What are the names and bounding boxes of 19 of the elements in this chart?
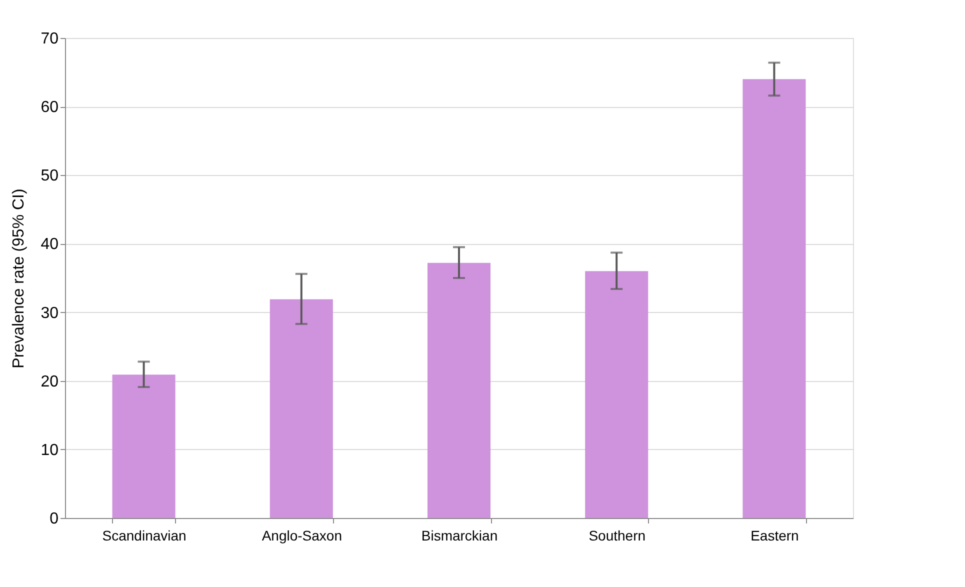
y-tick-label: 40 (40, 236, 59, 254)
bar (742, 79, 806, 518)
x-tick-label: Anglo-Saxon (262, 528, 342, 544)
bar (112, 374, 176, 518)
x-tick-label: Bismarckian (421, 528, 498, 544)
bar (585, 271, 648, 518)
y-tick-label: 30 (40, 304, 59, 322)
bar (270, 299, 333, 518)
y-tick-label: 70 (40, 30, 59, 48)
bar (427, 262, 491, 518)
y-tick-label: 0 (50, 510, 59, 528)
x-tick-label: Eastern (750, 528, 799, 544)
x-tick-label: Southern (588, 528, 646, 544)
y-axis-title: Prevalence rate (95% CI) (10, 188, 28, 368)
y-tick-label: 20 (40, 373, 59, 390)
y-tick-label: 50 (40, 168, 59, 185)
y-tick-label: 10 (40, 442, 59, 459)
x-tick-label: Scandinavian (102, 528, 186, 544)
y-tick-label: 60 (40, 99, 59, 116)
